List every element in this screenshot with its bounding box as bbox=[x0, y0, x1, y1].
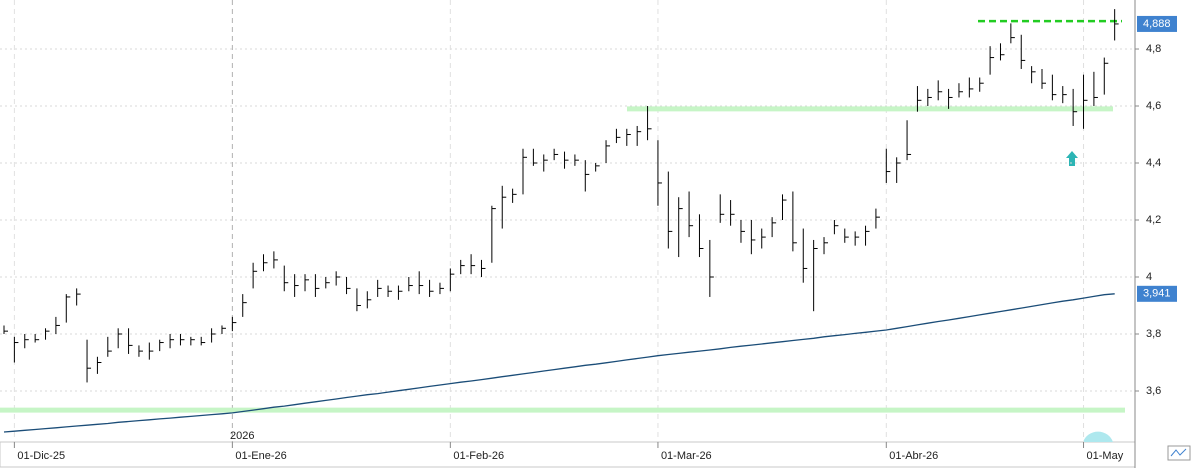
x-tick-label: 01-Mar-26 bbox=[661, 450, 712, 462]
y-tick-label: 3,6 bbox=[1146, 385, 1161, 397]
last-value-badge bbox=[1137, 285, 1177, 302]
scale-icon-glyph bbox=[1170, 448, 1187, 457]
x-axis-area bbox=[0, 441, 1136, 468]
y-tick-label: 4,4 bbox=[1146, 157, 1161, 169]
x-tick-label: 01-Feb-26 bbox=[453, 450, 504, 462]
x-tick-label: 01-Ene-26 bbox=[235, 450, 286, 462]
y-tick-label: 3,8 bbox=[1146, 328, 1161, 340]
last-value-badge bbox=[1137, 15, 1177, 32]
x-tick-label: 01-May bbox=[1087, 450, 1124, 462]
y-tick-label: 4,6 bbox=[1146, 100, 1161, 112]
series-line bbox=[3, 293, 1115, 433]
y-tick-label: 4,2 bbox=[1146, 214, 1161, 226]
y-tick-label: 4 bbox=[1146, 271, 1152, 283]
x-tick-label: 01-Abr-26 bbox=[889, 450, 938, 462]
grid bbox=[0, 0, 1135, 442]
x-tick-label: 01-Dic-25 bbox=[17, 450, 65, 462]
plot bbox=[0, 9, 1125, 433]
year-label: 2026 bbox=[230, 430, 254, 442]
circle-icon bbox=[1083, 431, 1113, 442]
arrow-icon bbox=[1066, 151, 1078, 166]
last-value-label: 3,941 bbox=[1143, 288, 1171, 300]
y-tick-label: 4,8 bbox=[1146, 43, 1161, 55]
last-value-label: 4,888 bbox=[1143, 18, 1171, 30]
